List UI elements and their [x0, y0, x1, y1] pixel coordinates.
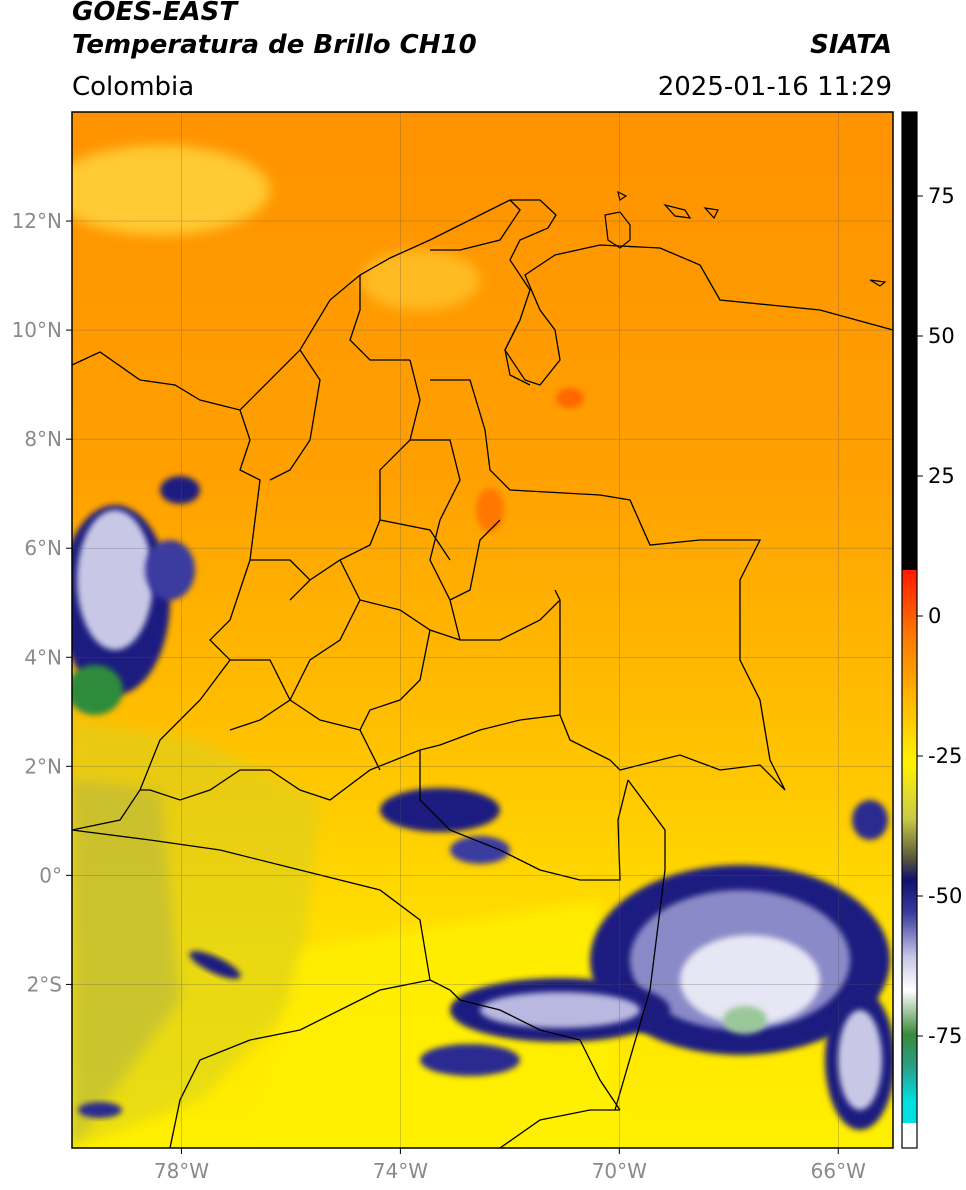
map-imagery	[72, 112, 893, 1148]
lat-tick-label: 8°N	[24, 427, 62, 451]
organization-label: SIATA	[810, 30, 892, 60]
region-label: Colombia	[72, 72, 195, 102]
map-frame	[71, 111, 894, 1149]
colorbar-tick-label: 25	[928, 464, 955, 488]
colorbar: 75 50 25 0 -25 -50 -75	[901, 111, 962, 1149]
lat-tick-label: 2°S	[27, 972, 62, 996]
colorbar-tick-label: 75	[928, 184, 955, 208]
lat-tick-label: 0°	[39, 863, 62, 887]
lat-tick-label: 6°N	[24, 536, 62, 560]
colorbar-tick-label: 0	[928, 604, 941, 628]
lat-tick-label: 12°N	[12, 209, 62, 233]
lat-tick-label: 10°N	[12, 318, 62, 342]
colorbar-tick-label: -50	[928, 884, 962, 908]
lon-tick-label: 74°W	[373, 1159, 428, 1183]
lon-tick-labels: 78°W 74°W 70°W 66°W	[154, 1148, 866, 1183]
product-title: Temperatura de Brillo CH10	[72, 30, 477, 60]
timestamp-label: 2025-01-16 11:29	[657, 72, 892, 102]
lon-tick-label: 78°W	[154, 1159, 209, 1183]
colorbar-tick-label: -25	[928, 744, 962, 768]
borders	[72, 199, 893, 1148]
lat-tick-labels: 12°N 10°N 8°N 6°N 4°N 2°N 0° 2°S	[12, 209, 72, 996]
satellite-title: GOES-EAST	[72, 0, 238, 27]
lat-tick-label: 2°N	[24, 754, 62, 778]
gridlines	[72, 112, 893, 1148]
lon-tick-label: 66°W	[811, 1159, 866, 1183]
colorbar-tick-label: 50	[928, 324, 955, 348]
lon-tick-label: 70°W	[592, 1159, 647, 1183]
colorbar-tick-label: -75	[928, 1024, 962, 1048]
lat-tick-label: 4°N	[24, 645, 62, 669]
